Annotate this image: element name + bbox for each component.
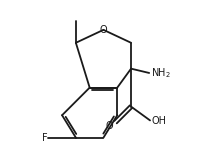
Text: O: O — [105, 121, 113, 131]
Text: OH: OH — [152, 116, 167, 126]
Text: NH$_2$: NH$_2$ — [151, 66, 171, 80]
Text: F: F — [42, 133, 47, 143]
Text: O: O — [100, 25, 107, 35]
